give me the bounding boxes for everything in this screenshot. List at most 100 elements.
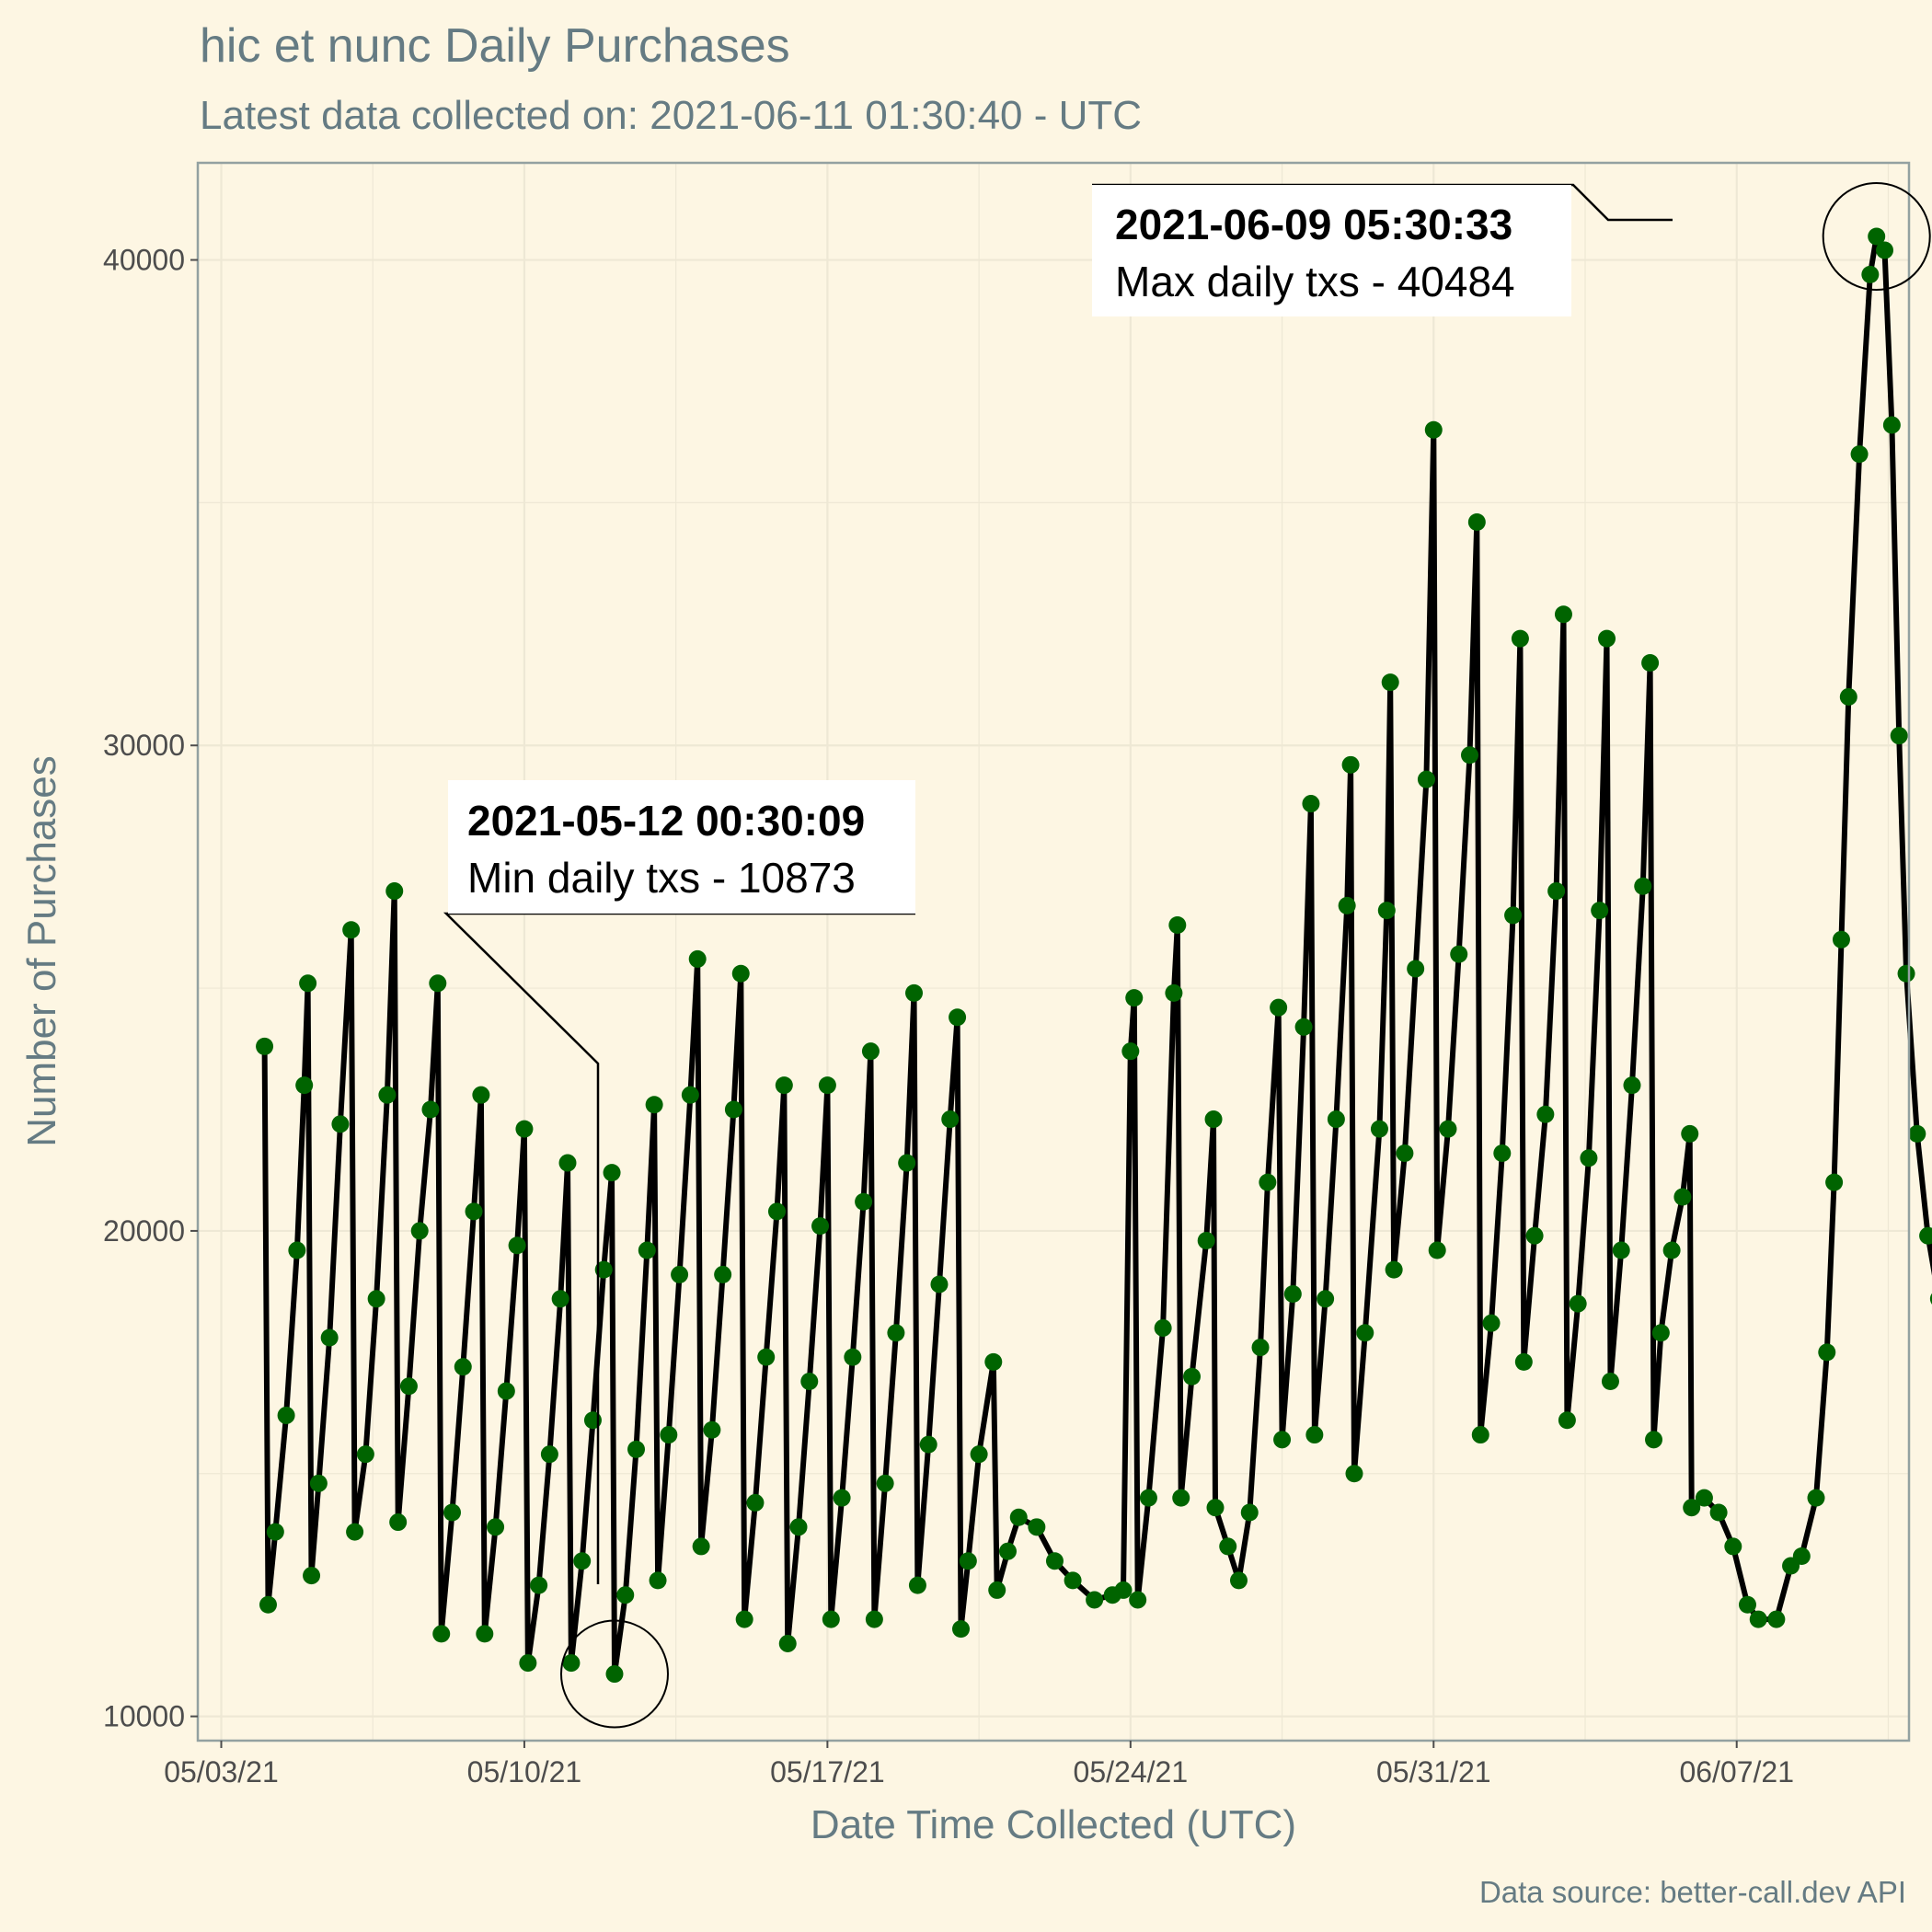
data-point	[443, 1503, 461, 1522]
data-point	[385, 882, 404, 901]
data-point	[714, 1265, 732, 1283]
data-point	[1569, 1294, 1587, 1313]
data-point	[1681, 1124, 1699, 1143]
data-point	[731, 964, 750, 983]
data-point	[1612, 1241, 1630, 1259]
data-point	[930, 1275, 949, 1294]
data-point	[688, 949, 707, 968]
data-point	[627, 1440, 646, 1458]
data-point	[1345, 1465, 1363, 1483]
data-point	[1673, 1188, 1692, 1206]
data-point	[1825, 1173, 1844, 1191]
data-point	[1792, 1547, 1811, 1565]
data-point	[998, 1542, 1017, 1560]
data-point	[1897, 964, 1915, 983]
data-point	[949, 1008, 967, 1027]
data-point	[1493, 1144, 1512, 1162]
data-point	[288, 1241, 306, 1259]
data-point	[487, 1518, 505, 1536]
data-point	[1219, 1537, 1237, 1556]
data-point	[1356, 1324, 1374, 1342]
min-label-box	[448, 780, 915, 914]
data-point	[346, 1523, 364, 1541]
data-point	[746, 1493, 765, 1512]
data-point	[1424, 420, 1443, 439]
data-point	[1511, 629, 1529, 648]
data-point	[476, 1625, 494, 1643]
data-point	[1229, 1571, 1248, 1590]
max-label-title: 2021-06-09 05:30:33	[1115, 201, 1512, 248]
data-point	[1283, 1285, 1302, 1304]
x-axis-title: Date Time Collected (UTC)	[811, 1802, 1296, 1847]
data-point	[959, 1552, 977, 1570]
data-point	[551, 1290, 569, 1308]
data-point	[1439, 1120, 1457, 1138]
data-point	[299, 974, 317, 993]
plot-panel	[196, 161, 1911, 1742]
data-point	[775, 1076, 793, 1095]
data-point	[309, 1474, 328, 1492]
data-point	[1009, 1508, 1028, 1526]
data-point	[540, 1445, 558, 1464]
data-point	[266, 1523, 284, 1541]
data-point	[1129, 1591, 1147, 1609]
data-point	[984, 1352, 1003, 1371]
axis-ticks: 10000 20000 30000 40000 05/03/21 05/10/21 05/1…	[103, 244, 1794, 1788]
data-point	[778, 1634, 797, 1652]
data-point	[1876, 241, 1894, 259]
data-point	[941, 1110, 960, 1129]
x-tick-label: 05/10/21	[467, 1755, 582, 1788]
data-point	[818, 1076, 836, 1095]
data-point	[497, 1382, 515, 1400]
data-point	[1767, 1610, 1786, 1628]
data-point	[988, 1581, 1006, 1599]
data-point	[515, 1120, 534, 1138]
data-point	[1407, 960, 1425, 978]
data-point	[1818, 1343, 1836, 1362]
data-point	[833, 1489, 851, 1507]
data-point	[472, 1086, 490, 1104]
data-point	[1598, 629, 1616, 648]
min-label-text: Min daily txs - 10873	[467, 854, 856, 902]
data-point	[1554, 605, 1572, 624]
data-point	[1377, 902, 1396, 920]
data-point	[1645, 1431, 1663, 1449]
data-point	[1601, 1373, 1619, 1391]
data-point	[1341, 755, 1360, 774]
min-label-title: 2021-05-12 00:30:09	[467, 797, 865, 845]
data-point	[303, 1567, 321, 1585]
data-point	[603, 1164, 621, 1182]
data-point	[277, 1406, 295, 1424]
data-point	[1428, 1241, 1446, 1259]
data-point	[703, 1420, 721, 1439]
max-label-box	[1092, 185, 1571, 316]
data-point	[844, 1348, 862, 1366]
y-tick-label: 40000	[103, 244, 185, 277]
data-point	[692, 1537, 710, 1556]
data-point	[1417, 770, 1435, 788]
y-tick-label: 10000	[103, 1700, 185, 1733]
data-point	[1467, 512, 1486, 531]
data-point	[1861, 265, 1880, 283]
series-points	[256, 227, 1932, 1684]
data-point	[1338, 896, 1356, 914]
data-point	[295, 1076, 314, 1095]
data-point	[389, 1513, 408, 1532]
x-tick-label: 05/31/21	[1376, 1755, 1491, 1788]
data-point	[724, 1100, 742, 1119]
data-point	[1724, 1537, 1742, 1556]
data-point	[735, 1610, 753, 1628]
data-point	[905, 983, 924, 1002]
data-point	[429, 974, 447, 993]
series-line	[261, 234, 1932, 1677]
data-point	[1086, 1591, 1104, 1609]
data-point	[1908, 1124, 1926, 1143]
data-point	[887, 1324, 905, 1342]
data-point	[649, 1571, 667, 1590]
data-point	[1850, 445, 1869, 464]
data-point	[1623, 1076, 1641, 1095]
data-point	[1882, 416, 1901, 434]
data-point	[1259, 1173, 1277, 1191]
data-point	[671, 1265, 689, 1283]
